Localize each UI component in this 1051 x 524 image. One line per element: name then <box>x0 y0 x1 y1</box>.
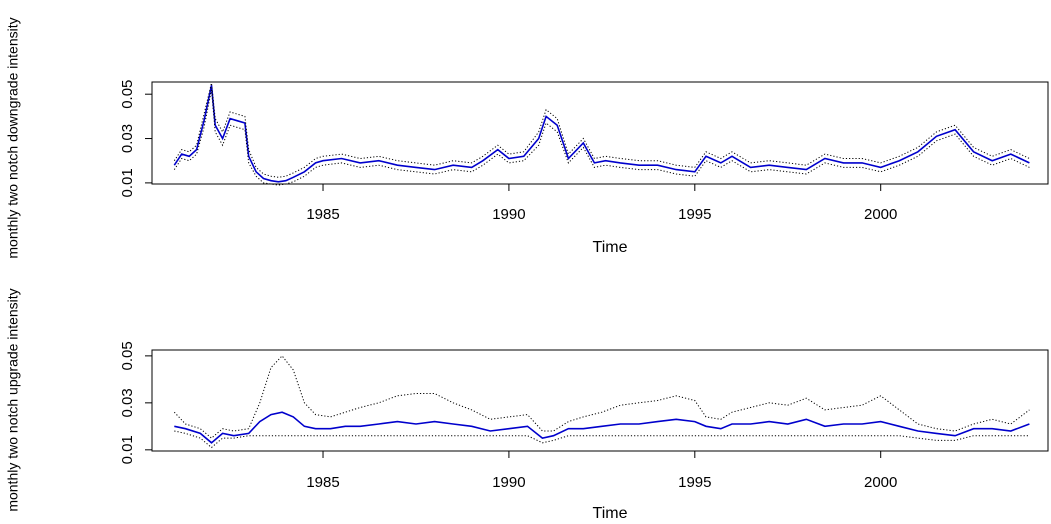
y-tick-label: 0.03 <box>119 124 136 153</box>
series-upper-band <box>173 82 1030 178</box>
downgrade-panel: 1985 1990 1995 2000 0.01 0.03 0.05 monthly two … <box>5 17 1049 259</box>
y-tick-label: 0.05 <box>119 80 136 109</box>
series-lower-band <box>173 89 1030 186</box>
x-tick-label: 1985 <box>306 206 339 223</box>
x-tick-label: 1995 <box>678 206 711 223</box>
y-axis-label: monthly two notch downgrade intensity <box>5 17 21 258</box>
plot-frame <box>151 349 1049 452</box>
y-tick-label: 0.05 <box>119 341 136 370</box>
series-estimate <box>174 411 1030 444</box>
y-tick-label: 0.01 <box>119 435 136 464</box>
x-tick-label: 1990 <box>492 206 525 223</box>
x-tick-label: 2000 <box>864 474 897 491</box>
series-lower-band <box>174 430 1030 449</box>
x-axis-label: Time <box>593 239 628 256</box>
x-tick-label: 1985 <box>306 474 339 491</box>
y-axis-label: monthly two notch upgrade intensity <box>5 288 21 511</box>
x-axis-label: Time <box>593 505 628 519</box>
series-estimate <box>173 85 1030 183</box>
y-tick-label: 0.03 <box>119 388 136 417</box>
x-tick-label: 1990 <box>492 474 525 491</box>
y-tick-label: 0.01 <box>119 168 136 197</box>
upgrade-panel: 1985 1990 1995 2000 0.01 0.03 0.05 monthly two … <box>5 288 1049 522</box>
x-tick-label: 1995 <box>678 474 711 491</box>
x-tick-label: 2000 <box>864 206 897 223</box>
plot-frame <box>151 81 1049 185</box>
